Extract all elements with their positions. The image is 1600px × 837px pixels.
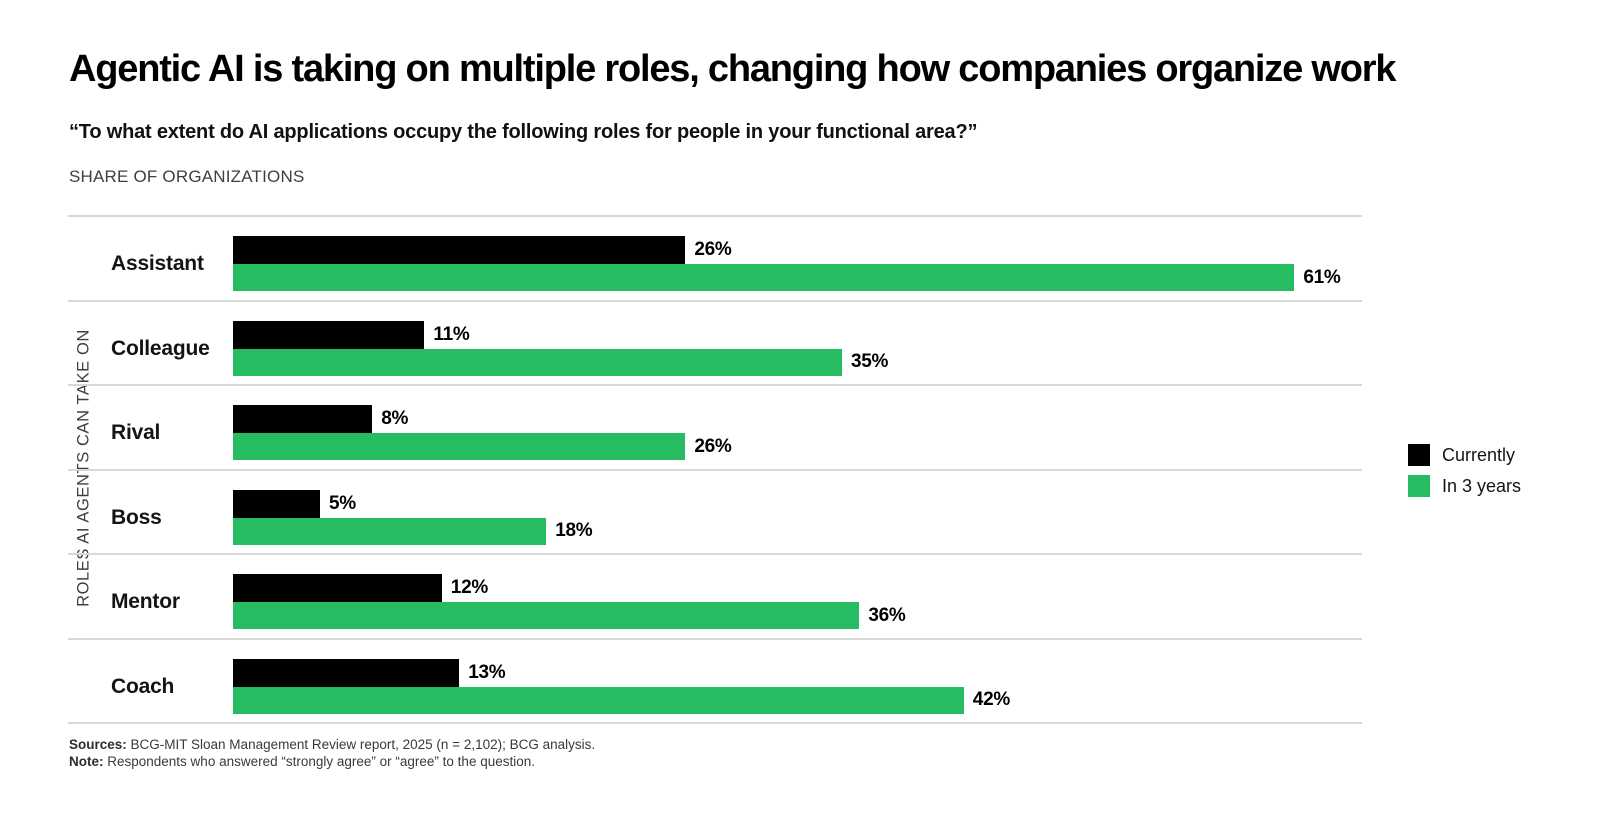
chart-row-boss: Boss 5% 18% [68, 468, 1362, 554]
value-label: 42% [972, 689, 1010, 710]
note-label: Note: [69, 754, 104, 769]
bar-in-3-years [233, 517, 547, 545]
value-label: 12% [450, 577, 488, 598]
legend-item-currently: Currently [1408, 444, 1521, 466]
legend-label: Currently [1442, 444, 1516, 465]
bar-group: 26% 61% [233, 236, 1341, 291]
footnotes: Sources: BCG-MIT Sloan Management Review… [69, 736, 595, 770]
bar-group: 13% 42% [233, 658, 1010, 714]
bar-line: 61% [233, 264, 1341, 291]
bar-currently [233, 320, 425, 349]
value-label: 26% [694, 435, 732, 457]
value-label: 18% [555, 520, 593, 541]
sources-line: Sources: BCG-MIT Sloan Management Review… [69, 736, 595, 753]
bar-line: 12% [233, 574, 906, 602]
survey-question: “To what extent do AI applications occup… [69, 121, 978, 143]
value-label: 61% [1303, 266, 1341, 288]
legend-label: In 3 years [1442, 475, 1522, 496]
value-label: 36% [868, 604, 906, 626]
chart-row-coach: Coach 13% 42% [68, 637, 1362, 723]
legend-item-in-3-years: In 3 years [1408, 475, 1521, 497]
note-line: Note: Respondents who answered “strongly… [69, 753, 595, 770]
bar-group: 8% 26% [233, 405, 732, 460]
bar-line: 11% [233, 320, 888, 349]
bar-currently [233, 489, 320, 518]
category-label: Coach [111, 674, 175, 698]
bar-currently [233, 574, 442, 602]
bar-line: 18% [233, 517, 593, 545]
bar-line: 36% [233, 602, 906, 629]
bar-currently [233, 236, 686, 264]
category-label: Rival [111, 421, 161, 444]
value-label: 13% [468, 661, 506, 683]
bar-in-3-years [233, 686, 964, 714]
value-label: 5% [329, 492, 356, 514]
value-label: 35% [851, 351, 889, 372]
bar-chart: Assistant 26% 61% Colleague 11% 35% Rival 8% 26%… [68, 215, 1362, 724]
category-label: Mentor [111, 590, 180, 613]
bar-line: 26% [233, 236, 1341, 264]
bar-currently [233, 658, 460, 687]
note-text: Respondents who answered “strongly agree… [103, 754, 535, 769]
category-label: Boss [111, 505, 162, 529]
category-label: Assistant [111, 252, 204, 275]
legend: Currently In 3 years [1408, 444, 1521, 497]
legend-swatch-in-3-years [1408, 475, 1430, 497]
chart-row-colleague: Colleague 11% 35% [68, 299, 1362, 385]
value-label: 11% [433, 323, 470, 345]
value-label: 26% [694, 239, 732, 260]
sources-text: BCG-MIT Sloan Management Review report, … [126, 737, 596, 752]
bar-in-3-years [233, 602, 860, 629]
chart-title: Agentic AI is taking on multiple roles, … [69, 48, 1396, 90]
bar-in-3-years [233, 348, 842, 376]
bar-line: 26% [233, 433, 732, 460]
sources-label: Sources: [69, 737, 127, 752]
bar-line: 8% [233, 405, 732, 433]
chart-row-mentor: Mentor 12% 36% [68, 553, 1362, 638]
bar-line: 35% [233, 348, 889, 376]
bar-in-3-years [233, 433, 686, 460]
bar-line: 5% [233, 489, 592, 518]
bar-line: 13% [233, 658, 1010, 687]
legend-swatch-currently [1408, 444, 1430, 466]
bar-group: 11% 35% [233, 320, 889, 376]
unit-label: SHARE OF ORGANIZATIONS [69, 167, 305, 186]
bar-line: 42% [233, 686, 1010, 714]
value-label: 8% [381, 408, 409, 429]
category-label: Colleague [111, 336, 210, 360]
chart-row-assistant: Assistant 26% 61% [68, 215, 1362, 300]
bar-group: 5% 18% [233, 489, 593, 545]
chart-row-rival: Rival 8% 26% [68, 384, 1362, 469]
bar-currently [233, 405, 373, 433]
bar-group: 12% 36% [233, 574, 906, 629]
bar-in-3-years [233, 264, 1295, 291]
